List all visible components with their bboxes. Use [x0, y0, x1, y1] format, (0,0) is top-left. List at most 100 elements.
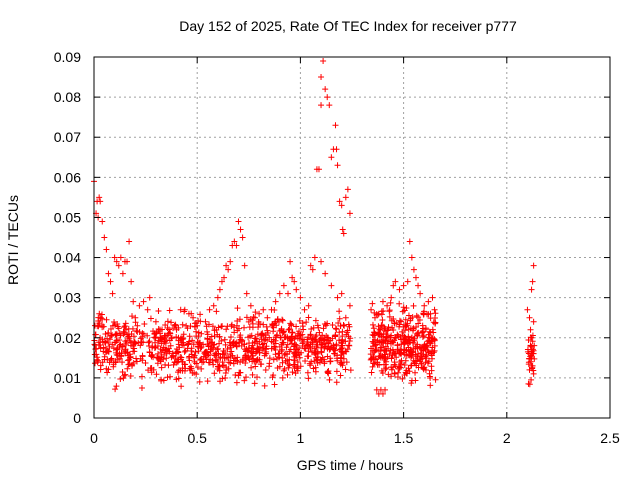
- data-point: [228, 321, 235, 328]
- data-point: [298, 349, 305, 356]
- data-point: [334, 294, 341, 301]
- data-point: [324, 94, 331, 101]
- data-point: [222, 341, 229, 348]
- data-point: [396, 300, 403, 307]
- data-point: [431, 347, 438, 354]
- data-point: [227, 360, 234, 367]
- data-point: [417, 350, 424, 357]
- data-point: [129, 325, 136, 332]
- data-point: [306, 343, 313, 350]
- data-point: [307, 332, 314, 339]
- data-point: [195, 348, 202, 355]
- data-point: [321, 336, 328, 343]
- data-point: [170, 353, 177, 360]
- data-point: [247, 302, 254, 309]
- data-point: [422, 359, 429, 366]
- data-point: [307, 262, 314, 269]
- data-point: [200, 341, 207, 348]
- data-point: [138, 385, 145, 392]
- data-point: [392, 278, 399, 285]
- data-point: [302, 358, 309, 365]
- data-point: [339, 328, 346, 335]
- data-point: [296, 328, 303, 335]
- data-point: [181, 306, 188, 313]
- data-point: [314, 357, 321, 364]
- data-point: [329, 321, 336, 328]
- data-point: [112, 386, 119, 393]
- data-point: [203, 356, 210, 363]
- data-point: [412, 377, 419, 384]
- data-point: [193, 328, 200, 335]
- data-point: [179, 321, 186, 328]
- data-point: [338, 202, 345, 209]
- data-point: [420, 366, 427, 373]
- data-point: [223, 326, 230, 333]
- data-point: [426, 370, 433, 377]
- data-point: [338, 290, 345, 297]
- data-point: [250, 355, 257, 362]
- data-point: [131, 338, 138, 345]
- data-point: [405, 351, 412, 358]
- data-point: [161, 338, 168, 345]
- data-point: [306, 360, 313, 367]
- data-point: [393, 354, 400, 361]
- data-point: [198, 365, 205, 372]
- y-tick-label: 0.03: [54, 290, 81, 306]
- data-point: [196, 378, 203, 385]
- data-point: [131, 348, 138, 355]
- data-point: [284, 371, 291, 378]
- data-point: [151, 344, 158, 351]
- data-point: [128, 278, 135, 285]
- data-point: [256, 310, 263, 317]
- data-point: [526, 314, 533, 321]
- data-point: [378, 352, 385, 359]
- data-point: [270, 356, 277, 363]
- data-point: [326, 102, 333, 109]
- data-point: [124, 258, 131, 265]
- data-point: [178, 383, 185, 390]
- data-point: [218, 278, 225, 285]
- data-point: [225, 359, 232, 366]
- data-point: [214, 294, 221, 301]
- data-point: [177, 356, 184, 363]
- x-tick-label: 1: [297, 430, 305, 446]
- data-point: [102, 331, 109, 338]
- y-tick-labels: 0 0.01 0.02 0.03 0.04 0.05 0.06 0.07 0.08 0.09: [54, 49, 81, 426]
- data-point: [278, 348, 285, 355]
- data-point: [166, 348, 173, 355]
- data-point: [205, 343, 212, 350]
- data-point: [165, 330, 172, 337]
- data-point: [330, 346, 337, 353]
- data-point: [528, 286, 535, 293]
- data-point: [368, 306, 375, 313]
- data-point: [113, 337, 120, 344]
- data-point: [412, 274, 419, 281]
- data-point: [374, 337, 381, 344]
- data-point: [315, 166, 322, 173]
- data-point: [264, 314, 271, 321]
- x-tick-label: 1.5: [394, 430, 414, 446]
- data-point: [235, 218, 242, 225]
- data-point: [404, 278, 411, 285]
- data-point: [271, 343, 278, 350]
- data-point: [254, 356, 261, 363]
- data-point: [99, 315, 106, 322]
- data-point: [141, 321, 148, 328]
- data-point: [268, 338, 275, 345]
- data-point: [266, 355, 273, 362]
- data-point: [287, 346, 294, 353]
- data-point: [204, 328, 211, 335]
- data-point: [158, 364, 165, 371]
- data-point: [382, 347, 389, 354]
- data-point: [249, 371, 256, 378]
- data-point: [197, 318, 204, 325]
- data-point: [333, 379, 340, 386]
- data-point: [385, 324, 392, 331]
- data-point: [198, 330, 205, 337]
- data-point: [279, 329, 286, 336]
- x-tick-labels: 0 0.5 1 1.5 2 2.5: [90, 430, 620, 446]
- data-point: [142, 359, 149, 366]
- data-point: [371, 360, 378, 367]
- data-point: [411, 360, 418, 367]
